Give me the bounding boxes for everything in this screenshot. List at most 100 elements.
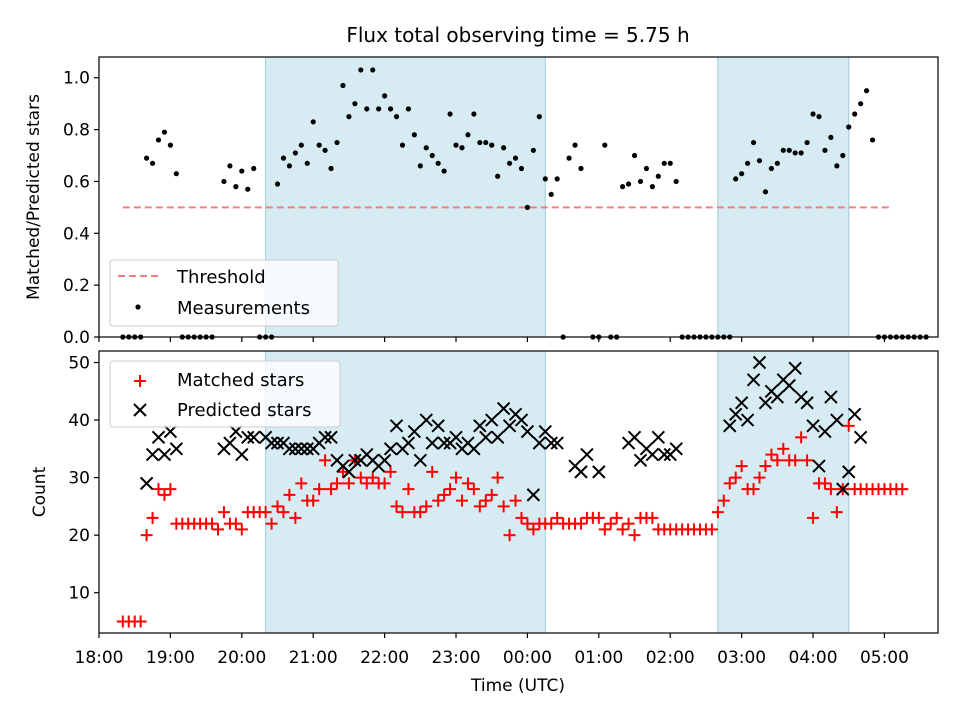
predicted-star-point — [490, 430, 505, 445]
predicted-star-point — [413, 453, 428, 468]
matched-star-point — [598, 523, 611, 536]
bottom-axes-frame — [98, 350, 939, 634]
predicted-star-point — [853, 430, 868, 445]
measurement-point — [858, 101, 864, 107]
measurement-point — [304, 160, 310, 166]
predicted-star-point — [342, 465, 356, 479]
matched-star-point — [313, 483, 326, 496]
predicted-star-point — [723, 419, 737, 433]
measurement-point — [566, 155, 572, 161]
measurement-point — [453, 142, 459, 148]
measurement-point — [322, 147, 328, 153]
measurement-point — [506, 160, 513, 166]
measurement-point — [643, 165, 650, 172]
predicted-star-point — [806, 419, 820, 433]
measurement-point — [316, 142, 322, 148]
measurement-point — [417, 163, 423, 169]
measurement-point — [370, 67, 376, 73]
measurement-point — [828, 134, 834, 140]
matched-star-point — [354, 471, 367, 484]
matched-star-point — [164, 483, 177, 496]
matched-star-point — [158, 488, 171, 501]
predicted-star-point — [758, 396, 773, 410]
predicted-star-point — [145, 447, 160, 462]
matched-star-point — [628, 529, 641, 542]
matched-star-point — [271, 500, 284, 513]
predicted-star-point — [479, 430, 493, 445]
matched-star-point — [307, 494, 320, 507]
measurement-point — [280, 155, 287, 161]
predicted-star-point — [574, 465, 588, 479]
matched-star-point — [777, 442, 790, 455]
legend-measurements-swatch — [135, 304, 141, 310]
matched-star-point — [378, 477, 391, 490]
matched-star-point — [705, 523, 718, 536]
chart-title: Flux total observing time = 5.75 h — [346, 23, 689, 47]
matched-star-point — [229, 517, 242, 530]
predicted-star-point — [544, 436, 558, 450]
predicted-star-point — [502, 419, 517, 433]
predicted-star-point — [377, 453, 392, 468]
y-tick-label: 0.0 — [63, 328, 90, 348]
x-tick-label: 19:00 — [146, 648, 195, 668]
measurement-point — [245, 186, 251, 192]
predicted-star-point — [437, 436, 451, 450]
matched-star-point — [140, 529, 153, 542]
top-y-ticks: 0.0 0.2 0.4 0.6 0.8 1.0 — [63, 69, 99, 348]
predicted-star-point — [532, 436, 547, 450]
matched-star-point — [711, 506, 724, 519]
predicted-star-point — [824, 390, 838, 404]
matched-star-point — [747, 483, 760, 496]
y-tick-label: 30 — [68, 469, 90, 489]
measurement-point — [530, 147, 536, 153]
matched-star-point — [491, 471, 504, 484]
measurement-point — [471, 111, 477, 117]
x-tick-label: 21:00 — [289, 648, 338, 668]
legend-threshold-label: Threshold — [176, 267, 266, 288]
matched-star-point — [432, 494, 445, 507]
y-tick-label: 0.4 — [63, 224, 90, 244]
predicted-star-point — [348, 453, 362, 468]
predicted-star-point — [485, 413, 499, 427]
predicted-star-point — [288, 442, 303, 456]
predicted-star-point — [467, 442, 481, 456]
predicted-star-point — [740, 413, 755, 427]
x-tick-label: 02:00 — [646, 648, 695, 668]
x-tick-label: 23:00 — [432, 648, 481, 668]
measurement-point — [483, 139, 489, 146]
measurement-point — [810, 111, 816, 117]
predicted-star-point — [633, 453, 648, 468]
matched-star-point — [610, 511, 623, 524]
predicted-star-point — [157, 447, 172, 462]
predicted-star-point — [389, 419, 404, 433]
measurement-point — [756, 158, 763, 164]
measurement-point — [739, 171, 745, 177]
matched-star-point — [134, 615, 147, 628]
measurement-point — [542, 176, 548, 182]
matched-star-point — [545, 517, 558, 530]
matched-star-point — [592, 511, 605, 524]
measurement-point — [221, 178, 227, 185]
top-shaded-regions — [265, 57, 850, 337]
predicted-star-point — [324, 430, 338, 445]
measurement-point — [149, 160, 156, 166]
measurement-point — [346, 114, 352, 120]
matched-star-point — [396, 506, 409, 519]
matched-star-point — [759, 460, 772, 473]
predicted-star-point — [657, 447, 671, 462]
predicted-star-point — [473, 419, 487, 433]
matched-star-points — [116, 419, 909, 628]
matched-star-point — [325, 483, 338, 496]
matched-star-point — [467, 483, 480, 496]
matched-star-point — [217, 506, 230, 519]
measurement-point — [649, 184, 655, 190]
top-panel: Flux total observing time = 5.75 h 0.00.… — [24, 23, 939, 348]
measurement-point — [364, 106, 370, 112]
predicted-star-point — [752, 355, 767, 370]
matched-star-point — [824, 483, 837, 496]
measurement-point — [423, 145, 429, 151]
matched-star-point — [830, 506, 843, 519]
shaded-region-2 — [717, 57, 849, 337]
x-tick-label: 20:00 — [217, 648, 266, 668]
measurement-point — [459, 145, 465, 151]
